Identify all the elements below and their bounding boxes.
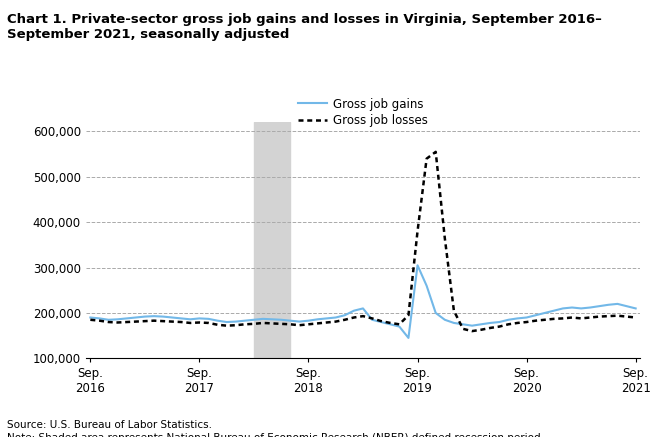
Text: Chart 1. Private-sector gross job gains and losses in Virginia, September 2016–
: Chart 1. Private-sector gross job gains …	[7, 13, 601, 41]
Gross job gains	[577, 306, 585, 311]
Gross job losses	[214, 322, 222, 327]
Gross job losses	[432, 149, 440, 155]
Gross job losses	[632, 315, 640, 320]
Gross job gains	[432, 310, 440, 316]
Gross job losses	[195, 320, 203, 325]
Gross job losses	[468, 329, 476, 334]
Gross job gains	[86, 315, 94, 320]
Gross job losses	[277, 321, 285, 326]
Gross job gains	[195, 316, 203, 321]
Gross job gains	[632, 306, 640, 311]
Gross job gains	[277, 317, 285, 323]
Text: Note: Shaded area represents National Bureau of Economic Research (NBER) defined: Note: Shaded area represents National Bu…	[7, 433, 544, 437]
Gross job losses	[577, 316, 585, 321]
Bar	[254, 122, 290, 358]
Gross job gains	[378, 319, 385, 325]
Gross job losses	[414, 229, 422, 234]
Legend: Gross job gains, Gross job losses: Gross job gains, Gross job losses	[298, 97, 428, 127]
Line: Gross job losses: Gross job losses	[90, 152, 636, 331]
Line: Gross job gains: Gross job gains	[90, 265, 636, 338]
Gross job losses	[378, 319, 385, 324]
Gross job gains	[414, 263, 422, 268]
Gross job gains	[405, 335, 412, 340]
Gross job gains	[214, 318, 222, 323]
Gross job losses	[86, 317, 94, 323]
Text: Source: U.S. Bureau of Labor Statistics.: Source: U.S. Bureau of Labor Statistics.	[7, 420, 212, 430]
